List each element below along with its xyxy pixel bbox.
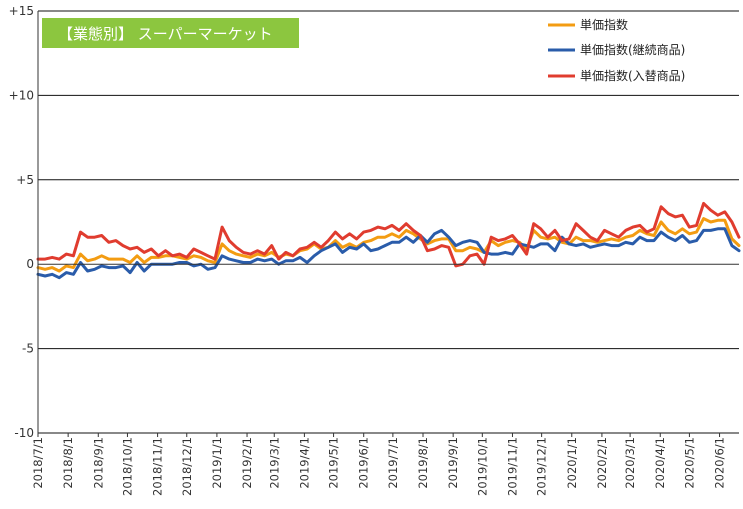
x-tick-label: 2020/2/1 [595,437,609,489]
series-line [36,217,741,273]
x-tick-label: 2019/2/1 [240,437,254,489]
y-tick-label: -10 [14,426,34,440]
y-tick-label: +10 [9,88,34,102]
series-line [36,201,741,268]
series-lines [36,201,741,280]
x-tick-label: 2018/8/1 [61,437,75,489]
title-background [42,18,299,48]
x-tick-label: 2019/1/1 [210,437,224,489]
x-tick-label: 2018/12/1 [180,437,194,496]
x-tick-label: 2020/3/1 [623,437,637,489]
legend-label: 単価指数(入替商品) [580,68,685,83]
x-tick-label: 2019/3/1 [267,437,281,489]
x-tick-label: 2018/11/1 [151,437,165,496]
legend-label: 単価指数 [580,17,628,32]
x-tick-label: 2019/9/1 [446,437,460,489]
x-tick-label: 2019/4/1 [297,437,311,489]
x-tick-label: 2019/7/1 [386,437,400,489]
x-tick-label: 2020/5/1 [682,437,696,489]
x-tick-label: 2018/7/1 [31,437,45,489]
legend-label: 単価指数(継続商品) [580,42,685,57]
x-tick-label: 2020/1/1 [565,437,579,489]
y-tick-label: -5 [22,342,34,356]
x-tick-label: 2018/9/1 [91,437,105,489]
y-tick-label: +15 [9,4,34,18]
x-tick-label: 2019/11/1 [505,437,519,496]
y-tick-label: +5 [16,173,34,187]
x-tick-label: 2019/12/1 [535,437,549,496]
axes [37,11,739,437]
x-tick-label: 2019/6/1 [357,437,371,489]
x-tick-label: 2019/8/1 [416,437,430,489]
y-tick-label: 0 [26,257,34,271]
chart-title-text: 【業態別】 スーパーマーケット [58,25,273,43]
x-axis-labels: 2018/7/1 2018/8/1 2018/9/1 2018/10/1 2018/11… [31,437,727,496]
x-tick-label: 2020/4/1 [653,437,667,489]
y-axis-labels: +15 +10 +5 0 -5 -10 [9,4,34,440]
grid-lines [38,10,739,434]
x-tick-label: 2020/6/1 [713,437,727,489]
chart-title: 【業態別】 スーパーマーケット [42,18,299,48]
x-tick-label: 2019/10/1 [475,437,489,496]
x-tick-label: 2019/5/1 [327,437,341,489]
x-tick-label: 2018/10/1 [120,437,134,496]
